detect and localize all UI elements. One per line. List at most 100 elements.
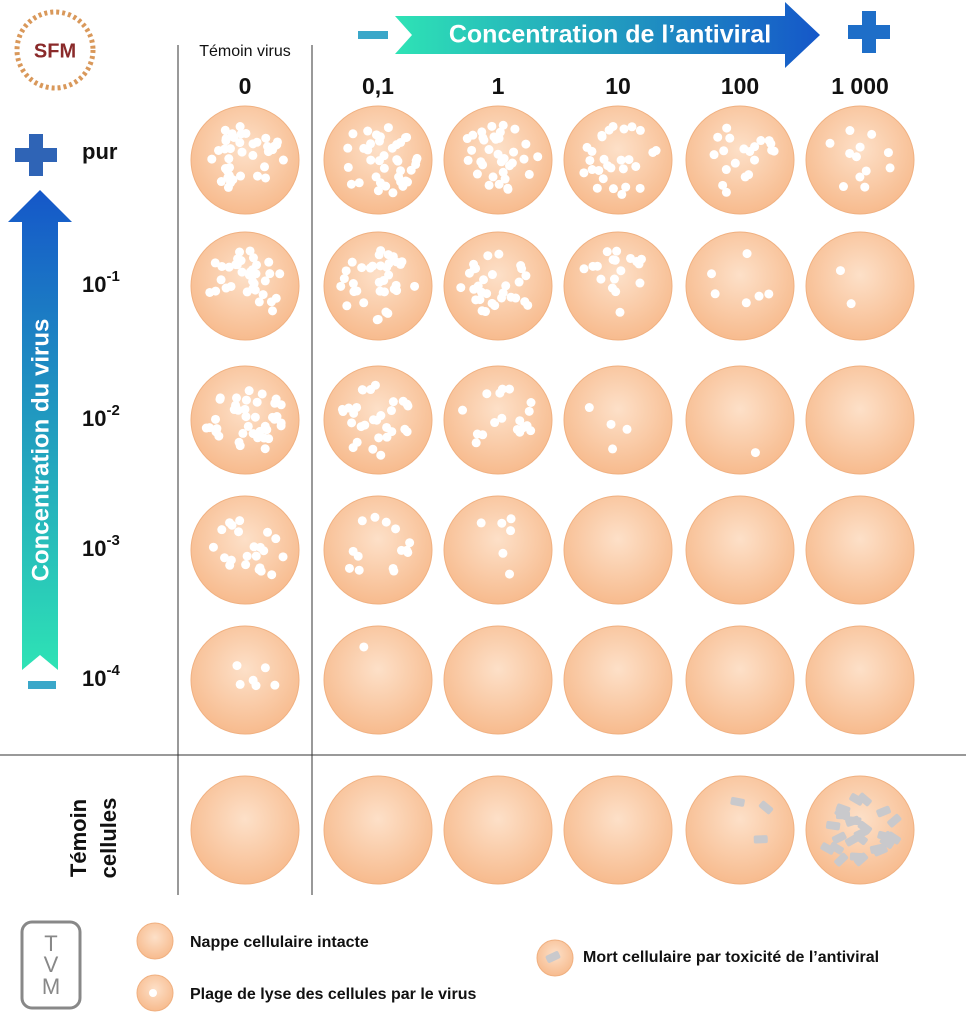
plaque: [484, 145, 494, 155]
plaque: [861, 166, 871, 176]
plaque: [883, 148, 893, 158]
plaque: [456, 283, 466, 293]
plaque: [214, 431, 224, 441]
plaque: [260, 162, 270, 172]
toxicity: [825, 820, 841, 831]
plaque: [348, 443, 358, 453]
plaque: [458, 405, 468, 415]
plaque: [483, 251, 493, 261]
plaque: [533, 152, 543, 162]
column-header: 0: [239, 73, 252, 99]
plaque: [233, 254, 243, 264]
plaque: [478, 160, 488, 170]
logo-letter: M: [42, 974, 60, 999]
plaque: [750, 155, 760, 165]
plaque: [471, 438, 481, 448]
plaque: [376, 246, 386, 256]
well: [443, 625, 553, 735]
plaque: [635, 183, 645, 193]
plaque: [393, 156, 403, 166]
plaque: [354, 178, 364, 188]
row-label: pur: [82, 139, 118, 164]
plaque: [260, 444, 270, 454]
plaque: [396, 137, 406, 147]
plaque: [754, 291, 764, 301]
plaque: [270, 680, 280, 690]
plaque: [497, 518, 507, 528]
plaque: [381, 307, 391, 317]
plaque: [224, 154, 234, 164]
plaque: [384, 258, 394, 268]
axis-title: Concentration du virus: [27, 319, 54, 582]
plaque: [261, 173, 271, 183]
plaque: [245, 246, 255, 256]
plaque: [494, 249, 504, 259]
toxicity: [879, 836, 895, 849]
plaque: [229, 132, 239, 142]
plaque: [383, 250, 393, 260]
well: [563, 775, 673, 885]
toxicity: [753, 835, 768, 844]
plaque: [278, 155, 288, 165]
plaque: [271, 534, 281, 544]
plaque: [235, 516, 245, 526]
plaque: [521, 139, 531, 149]
column-header: 100: [721, 73, 759, 99]
arrow: [8, 190, 72, 670]
well: [805, 495, 915, 605]
plaque: [235, 138, 245, 148]
toxicity: [857, 820, 873, 835]
plaque: [368, 444, 378, 454]
plaque: [339, 274, 349, 284]
plaque: [835, 266, 845, 276]
plaque: [233, 405, 243, 415]
well: [563, 365, 673, 475]
plaque: [241, 128, 251, 138]
plaque: [215, 394, 225, 404]
well: [685, 495, 795, 605]
plaque: [344, 563, 354, 573]
plaque: [352, 402, 362, 412]
well: [685, 105, 795, 215]
plaque: [721, 165, 731, 175]
plaque: [379, 151, 389, 161]
plaque: [619, 124, 629, 134]
plaque: [255, 542, 265, 552]
well: [190, 105, 300, 215]
plaque: [410, 281, 420, 291]
toxicity: [831, 831, 847, 844]
plaque: [496, 157, 506, 167]
plaque: [344, 403, 354, 413]
plaque: [503, 183, 513, 193]
plaque: [237, 267, 247, 277]
plaque: [363, 126, 373, 136]
plaque: [248, 675, 258, 685]
toxicity: [829, 841, 844, 855]
plaque: [384, 270, 394, 280]
plaque: [359, 298, 369, 308]
well: [190, 775, 300, 885]
plaque: [851, 152, 861, 162]
plaque: [594, 165, 604, 175]
plaque: [354, 565, 364, 575]
column-header: 10: [605, 73, 631, 99]
toxicity: [847, 816, 862, 826]
plaque: [357, 263, 367, 273]
plaque: [479, 135, 489, 145]
plaque: [255, 563, 265, 573]
plaque: [232, 661, 242, 671]
plaque: [250, 412, 260, 422]
plaque: [472, 169, 482, 179]
plaque: [624, 155, 634, 165]
plaque: [244, 386, 254, 396]
plaque: [490, 418, 500, 428]
plaque: [721, 187, 731, 197]
row-label-exp: -2: [106, 402, 119, 419]
plaque: [357, 516, 367, 526]
plaque: [241, 395, 251, 405]
plaque: [463, 155, 473, 165]
row-label: 10-1: [82, 268, 120, 297]
plaque: [238, 428, 248, 438]
control-label: Témoin virus: [199, 43, 291, 60]
plaque: [467, 145, 477, 155]
